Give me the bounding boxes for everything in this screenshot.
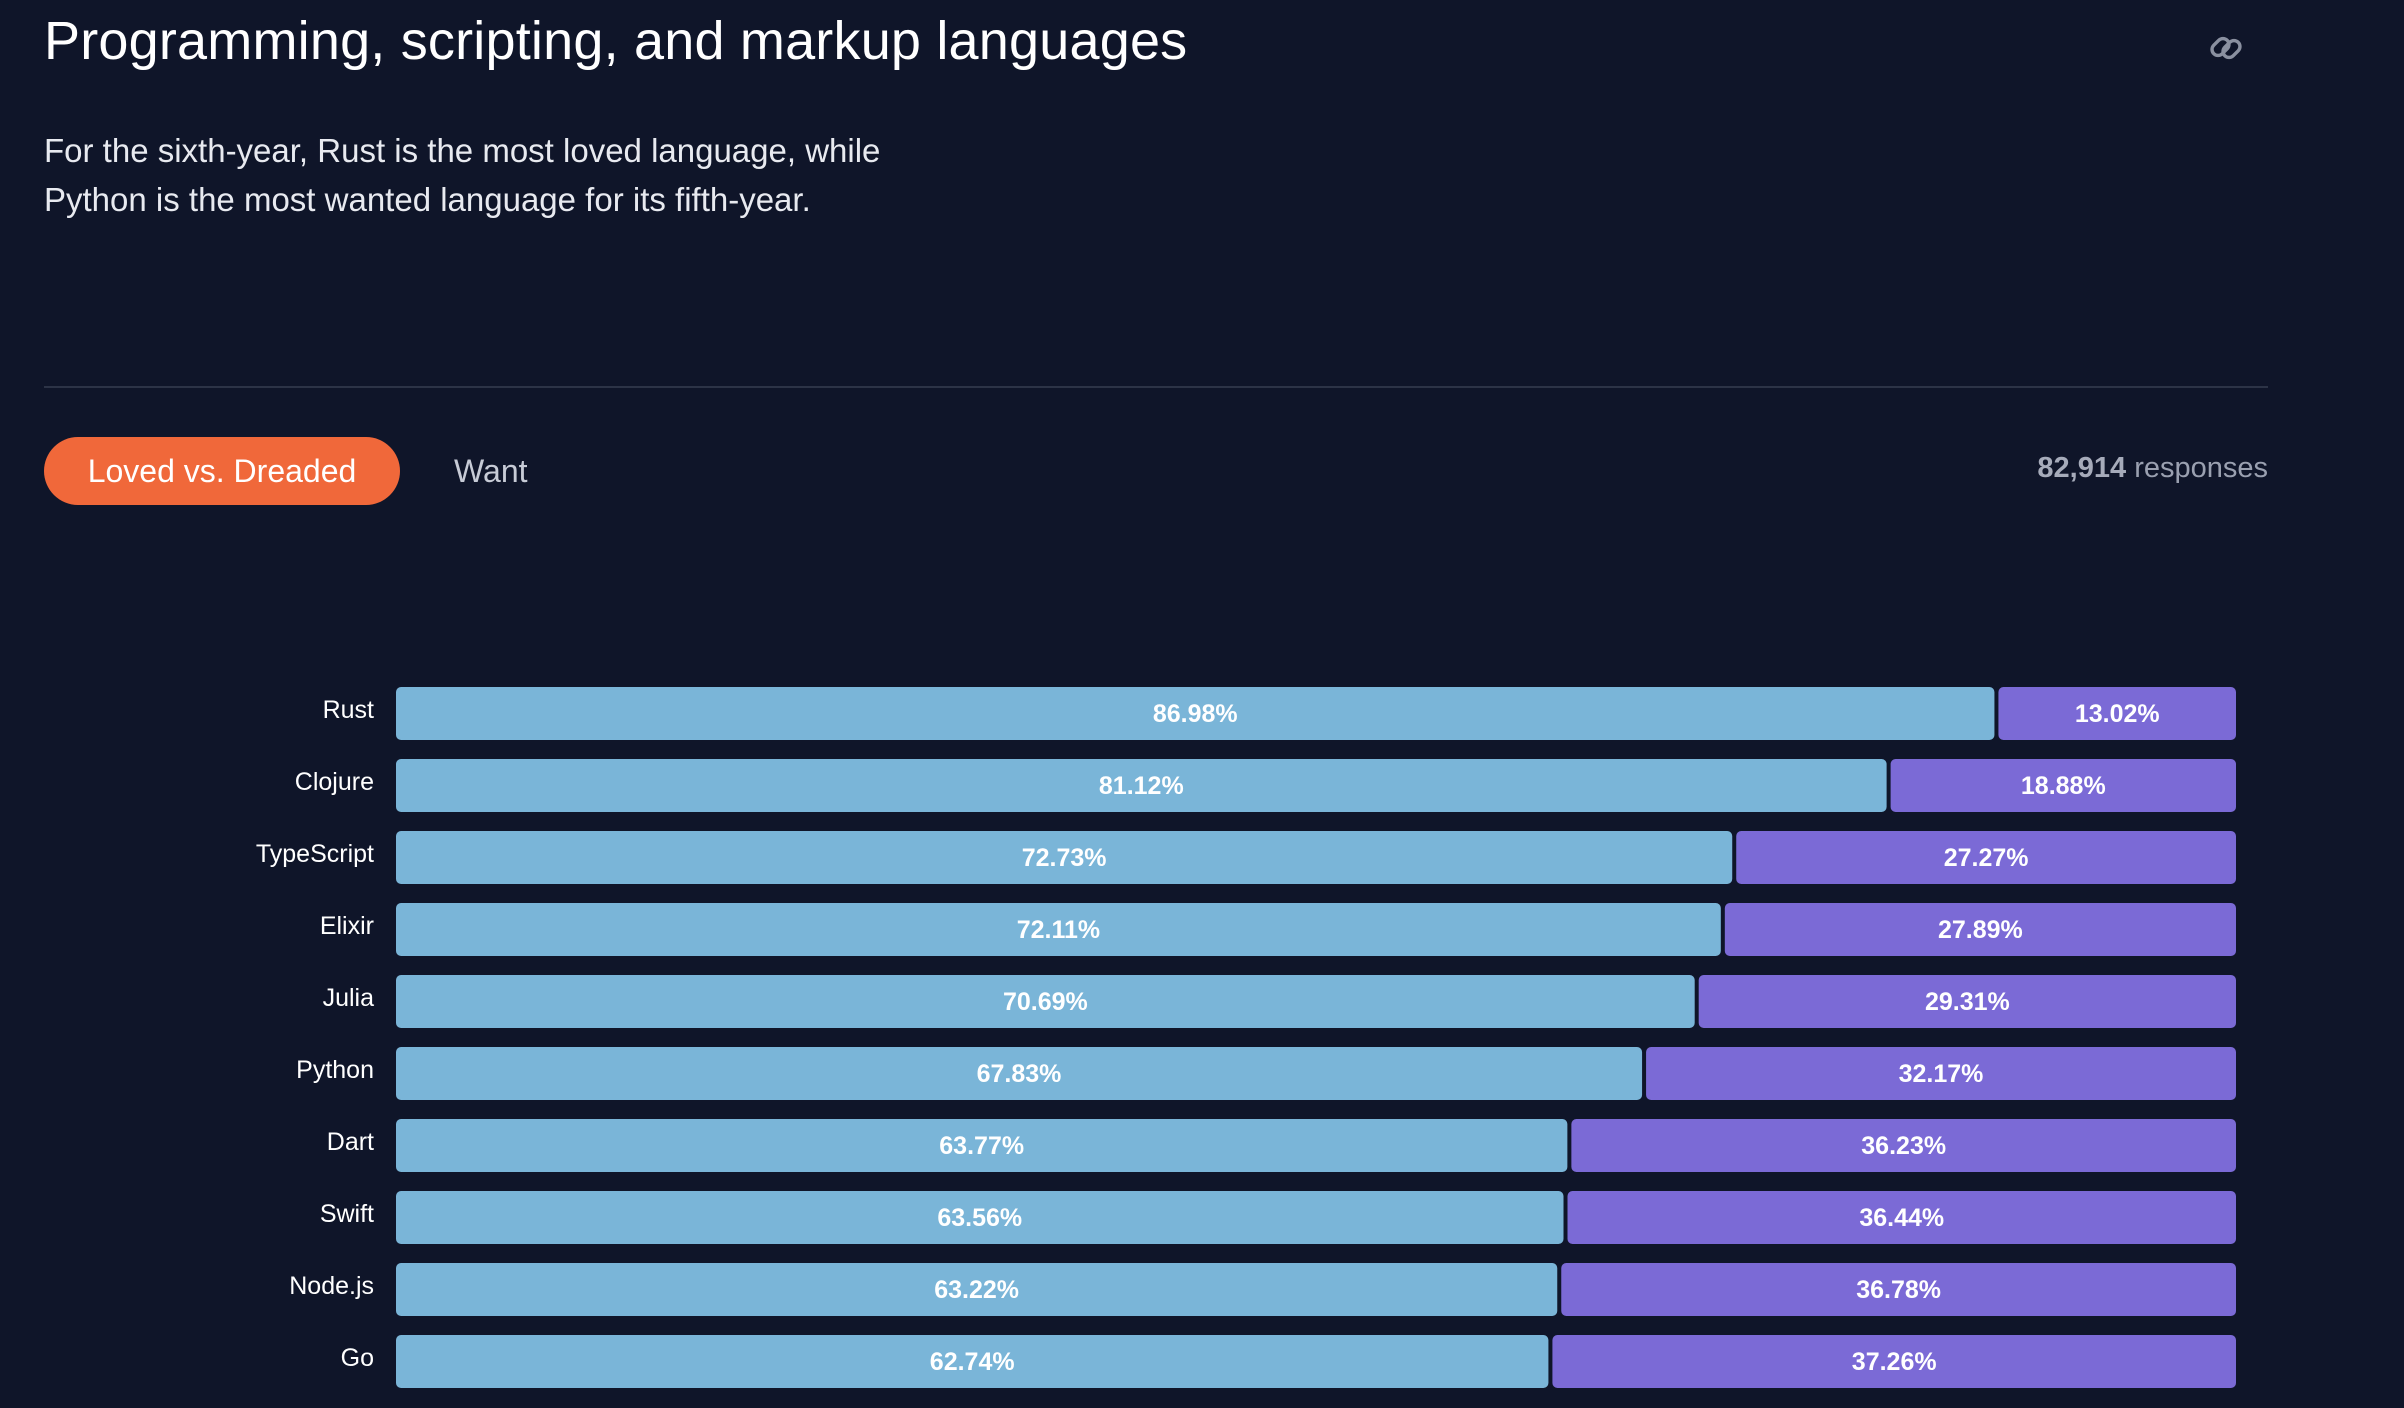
dreaded-value-label: 27.27% [1944,844,2029,872]
loved-bar[interactable] [396,1335,1549,1388]
loved-value-label: 86.98% [1153,700,1238,728]
loved-value-label: 63.56% [937,1204,1022,1232]
dreaded-bar[interactable] [1890,759,2236,812]
responses-count: 82,914 responses [2037,452,2268,485]
category-label: Clojure [295,768,374,796]
category-label: Elixir [320,912,374,940]
page-title: Programming, scripting, and markup langu… [44,11,1188,71]
category-label: Swift [320,1200,374,1228]
loved-bar[interactable] [396,687,1995,740]
loved-value-label: 70.69% [1003,988,1088,1016]
dreaded-value-label: 37.26% [1852,1348,1937,1376]
dreaded-bar[interactable] [1698,975,2236,1028]
dreaded-bar[interactable] [1998,687,2236,740]
responses-number: 82,914 [2037,452,2127,484]
loved-bar[interactable] [396,975,1695,1028]
loved-value-label: 67.83% [977,1060,1062,1088]
loved-bar[interactable] [396,759,1887,812]
loved-value-label: 72.73% [1022,844,1107,872]
section-description: For the sixth-year, Rust is the most lov… [44,132,881,218]
responses-label: responses [2134,452,2268,484]
category-label: Julia [323,984,375,1012]
loved-bar[interactable] [396,1119,1568,1172]
loved-value-label: 63.77% [939,1132,1024,1160]
loved-bar[interactable] [396,1191,1564,1244]
dreaded-value-label: 18.88% [2021,772,2106,800]
loved-value-label: 63.22% [934,1276,1019,1304]
dreaded-bar[interactable] [1571,1119,2236,1172]
category-label: Node.js [289,1272,374,1300]
loved-value-label: 81.12% [1099,772,1184,800]
divider [44,386,2268,388]
dreaded-value-label: 13.02% [2075,700,2160,728]
tab-want[interactable]: Want [454,452,528,489]
loved-bar[interactable] [396,1047,1643,1100]
dreaded-value-label: 32.17% [1899,1060,1984,1088]
dreaded-bar[interactable] [1724,903,2236,956]
tab-loved-vs-dreaded[interactable]: Loved vs. Dreaded [44,437,400,505]
dreaded-bar[interactable] [1567,1191,2236,1244]
loved-bar[interactable] [396,1263,1558,1316]
dreaded-bar[interactable] [1736,831,2236,884]
category-label: Rust [323,696,374,724]
dreaded-bar[interactable] [1561,1263,2236,1316]
category-label: Go [341,1344,374,1372]
dreaded-bar[interactable] [1646,1047,2236,1100]
loved-bar[interactable] [396,903,1721,956]
loved-value-label: 72.11% [1017,916,1100,944]
dreaded-bar[interactable] [1552,1335,2236,1388]
dreaded-value-label: 36.78% [1856,1276,1941,1304]
category-label: Python [296,1056,374,1084]
link-icon[interactable] [2206,28,2246,68]
dreaded-value-label: 29.31% [1925,988,2010,1016]
loved-value-label: 62.74% [930,1348,1015,1376]
dreaded-value-label: 27.89% [1938,916,2023,944]
category-label: Dart [327,1128,374,1156]
dreaded-value-label: 36.44% [1859,1204,1944,1232]
loved-dreaded-chart: Rust 86.98% 13.02% Clojure 81.12% 18.88% TypeS… [256,687,2236,1388]
loved-bar[interactable] [396,831,1733,884]
category-label: TypeScript [256,840,374,868]
dreaded-value-label: 36.23% [1861,1132,1946,1160]
